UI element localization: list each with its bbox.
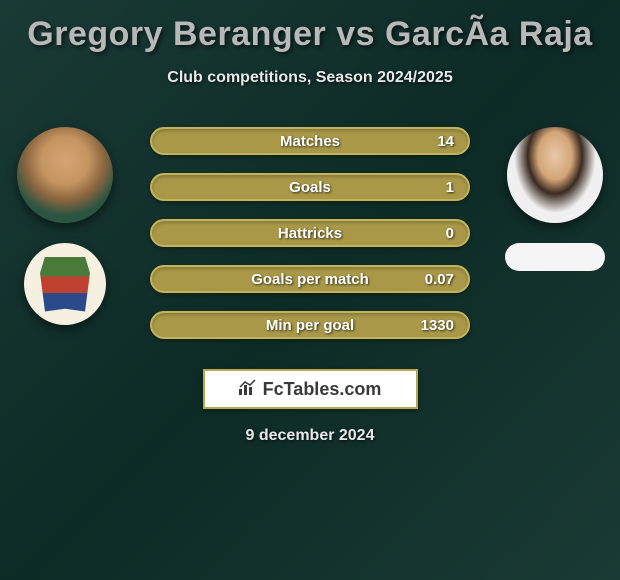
player-left-avatar [17, 127, 113, 223]
player-right-avatar [507, 127, 603, 223]
stat-value: 14 [437, 133, 454, 150]
stat-label: Min per goal [266, 317, 354, 334]
stat-row-goals: Goals 1 [150, 173, 470, 201]
stat-value: 1330 [421, 317, 454, 334]
main-container: Gregory Beranger vs GarcÃ­a Raja Club co… [0, 0, 620, 580]
page-subtitle: Club competitions, Season 2024/2025 [10, 69, 610, 87]
logo-text: FcTables.com [263, 379, 382, 400]
stat-label: Goals [289, 179, 331, 196]
stat-row-goals-per-match: Goals per match 0.07 [150, 265, 470, 293]
stats-list: Matches 14 Goals 1 Hattricks 0 Goals per… [115, 127, 505, 339]
chart-icon [239, 379, 259, 400]
stat-value: 0.07 [425, 271, 454, 288]
stat-label: Matches [280, 133, 340, 150]
stat-value: 1 [446, 179, 454, 196]
club-badge-right [505, 243, 605, 271]
stat-row-min-per-goal: Min per goal 1330 [150, 311, 470, 339]
stat-label: Goals per match [251, 271, 369, 288]
player-right-column [505, 127, 605, 271]
club-badge-left [24, 243, 106, 325]
stat-row-hattricks: Hattricks 0 [150, 219, 470, 247]
stat-label: Hattricks [278, 225, 342, 242]
footer-logo[interactable]: FcTables.com [203, 369, 418, 409]
footer-date: 9 december 2024 [10, 427, 610, 445]
player-left-column [15, 127, 115, 325]
stat-row-matches: Matches 14 [150, 127, 470, 155]
logo-content: FcTables.com [239, 379, 382, 400]
stat-value: 0 [446, 225, 454, 242]
page-title: Gregory Beranger vs GarcÃ­a Raja [10, 15, 610, 54]
stats-area: Matches 14 Goals 1 Hattricks 0 Goals per… [10, 127, 610, 339]
